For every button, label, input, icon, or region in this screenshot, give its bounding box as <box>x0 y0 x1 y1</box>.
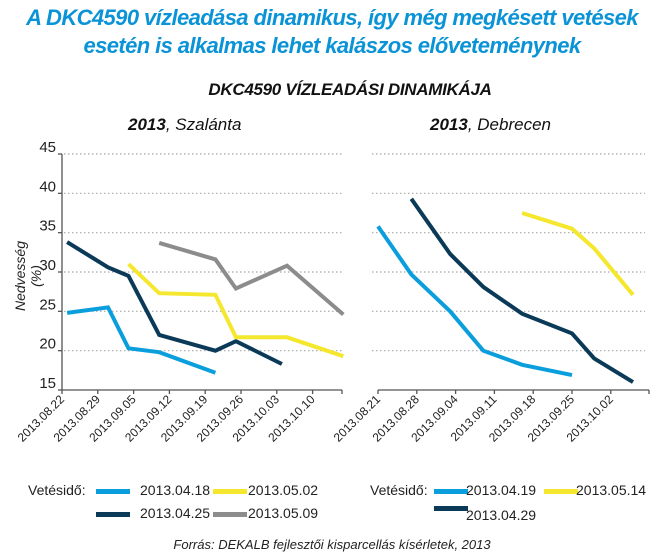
left-legend-label-4: 2013.05.09 <box>248 505 319 521</box>
left-series-2013-05-09 <box>158 240 345 317</box>
left-series-2013-05-02 <box>127 262 344 359</box>
right-legend-swatch-1 <box>434 489 468 494</box>
left-legend-label-1: 2013.04.18 <box>140 482 211 498</box>
left-legend-swatch-2 <box>96 512 130 517</box>
right-series-2013-05-14 <box>521 211 635 297</box>
headline: A DKC4590 vízleadása dinamikus, így még … <box>0 4 664 60</box>
left-y-tick-label: 25 <box>39 296 56 313</box>
right-panel-title: 2013, Debrecen <box>430 115 551 135</box>
left-series-2013-04-18 <box>66 305 217 375</box>
right-legend-swatch-3 <box>434 506 468 511</box>
left-legend-label-2: 2013.04.25 <box>140 505 211 521</box>
left-panel-place: , Szalánta <box>165 115 242 134</box>
headline-line-2: esetén is alkalmas lehet kalászos elővet… <box>83 33 581 58</box>
right-legend-label-1: 2013.04.19 <box>466 482 537 498</box>
left-y-tick-label: 15 <box>39 375 56 392</box>
source-note: Forrás: DEKALB fejlesztői kisparcellás k… <box>173 537 491 552</box>
left-legend-swatch-3 <box>213 489 247 494</box>
left-y-tick-label: 20 <box>39 336 56 353</box>
headline-line-1: A DKC4590 vízleadása dinamikus, így még … <box>26 5 638 30</box>
left-panel-year: 2013 <box>128 115 166 134</box>
right-series-2013-04-29 <box>409 197 635 384</box>
right-panel-place: , Debrecen <box>467 115 551 134</box>
left-panel-title: 2013, Szalánta <box>128 115 241 135</box>
right-legend-swatch-2 <box>544 489 578 494</box>
left-y-tick-label: 35 <box>39 218 56 235</box>
right-legend-title: Vetésidő: <box>370 482 428 498</box>
left-legend-label-3: 2013.05.02 <box>248 482 319 498</box>
right-panel-year: 2013 <box>430 115 468 134</box>
left-y-tick-label: 40 <box>39 178 56 195</box>
right-legend-label-3: 2013.04.29 <box>466 507 537 523</box>
left-series-2013-04-25 <box>66 240 283 366</box>
right-series-2013-04-19 <box>376 225 573 378</box>
chart-subtitle: DKC4590 VÍZLEADÁSI DINAMIKÁJA <box>208 80 492 99</box>
left-legend-swatch-1 <box>96 489 130 494</box>
left-y-tick-label: 30 <box>39 257 56 274</box>
left-y-tick-label: 45 <box>39 139 56 156</box>
right-legend-label-2: 2013.05.14 <box>576 482 647 498</box>
left-legend-title: Vetésidő: <box>28 482 86 498</box>
left-legend-swatch-4 <box>213 512 247 517</box>
